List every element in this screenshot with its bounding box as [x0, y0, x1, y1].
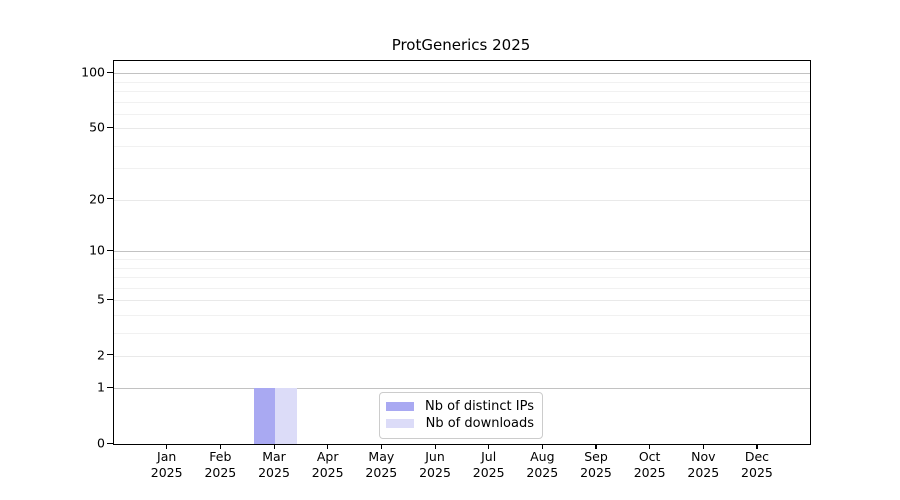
x-tick-month: Oct	[638, 449, 661, 464]
minor-gridline	[114, 277, 810, 279]
x-tick-month: Aug	[530, 449, 555, 464]
bar-nb-of-distinct-ips	[253, 388, 276, 444]
x-tick-label: Apr 2025	[312, 449, 344, 481]
x-tick-mark	[488, 444, 490, 449]
x-tick-mark	[595, 444, 597, 449]
x-tick-label: Oct 2025	[634, 449, 666, 481]
x-tick-mark	[434, 444, 436, 449]
x-tick-label: Aug 2025	[526, 449, 558, 481]
gridline	[114, 388, 810, 390]
y-tick-mark	[107, 354, 113, 356]
x-tick-month: Jan	[157, 449, 177, 464]
legend-label: Nb of downloads	[425, 416, 534, 431]
plot-area: Nb of distinct IPs Nb of downloads	[113, 60, 811, 445]
x-tick-month: Nov	[691, 449, 716, 464]
y-tick-label: 20	[89, 191, 105, 207]
minor-gridline	[114, 332, 810, 334]
x-tick-month: Dec	[744, 449, 770, 464]
x-tick-label: Mar 2025	[258, 449, 290, 481]
x-tick-year: 2025	[472, 465, 505, 480]
x-tick-mark	[327, 444, 329, 449]
y-tick-mark	[107, 249, 113, 252]
bar-nb-of-downloads	[275, 388, 297, 444]
x-tick-year: 2025	[204, 465, 237, 480]
y-tick-mark	[107, 71, 113, 74]
x-tick-year: 2025	[741, 465, 773, 480]
y-tick-label: 0	[97, 435, 105, 451]
x-tick-label: Dec 2025	[741, 449, 773, 481]
x-tick-label: Jan 2025	[151, 449, 183, 481]
legend: Nb of distinct IPs Nb of downloads	[379, 392, 543, 439]
y-tick-label: 100	[81, 64, 105, 80]
gridline	[114, 355, 810, 357]
y-tick-mark	[107, 442, 113, 444]
x-tick-mark	[756, 444, 758, 449]
minor-gridline	[114, 314, 810, 316]
x-tick-mark	[541, 444, 543, 449]
legend-item: Nb of downloads	[386, 415, 534, 432]
x-tick-mark	[166, 444, 168, 449]
x-tick-month: Apr	[316, 449, 339, 464]
y-tick-label: 1	[97, 379, 105, 395]
x-tick-label: Nov 2025	[687, 449, 719, 481]
y-tick-mark	[107, 198, 113, 200]
x-tick-label: Jul 2025	[473, 449, 505, 481]
gridline	[114, 251, 810, 253]
x-tick-month: Feb	[209, 449, 232, 464]
minor-gridline	[114, 101, 810, 103]
x-tick-year: 2025	[258, 465, 290, 480]
x-tick-mark	[702, 444, 704, 449]
x-tick-year: 2025	[687, 465, 720, 480]
minor-gridline	[114, 168, 810, 170]
x-tick-month: May	[368, 449, 395, 464]
x-tick-month: Sep	[584, 449, 608, 464]
x-tick-label: Feb 2025	[204, 449, 236, 481]
x-tick-year: 2025	[526, 465, 559, 480]
gridline	[114, 199, 810, 201]
x-tick-month: Jun	[425, 449, 445, 464]
y-tick-label: 2	[97, 347, 105, 363]
x-tick-month: Jul	[481, 449, 497, 464]
gridline	[114, 128, 810, 130]
legend-label: Nb of distinct IPs	[425, 399, 534, 414]
x-tick-mark	[380, 444, 383, 449]
x-tick-mark	[649, 444, 651, 449]
x-tick-year: 2025	[311, 465, 344, 480]
x-tick-month: Mar	[262, 449, 286, 464]
legend-swatch	[386, 402, 414, 411]
x-tick-year: 2025	[150, 465, 183, 480]
gridline	[114, 73, 810, 75]
legend-item: Nb of distinct IPs	[386, 398, 534, 415]
minor-gridline	[114, 91, 810, 93]
x-tick-year: 2025	[633, 465, 666, 480]
minor-gridline	[114, 259, 810, 261]
y-tick-mark	[107, 386, 113, 389]
x-tick-label: Sep 2025	[580, 449, 612, 481]
minor-gridline	[114, 267, 810, 269]
minor-gridline	[114, 287, 810, 289]
y-tick-label: 10	[89, 242, 105, 258]
y-tick-mark	[107, 126, 113, 128]
minor-gridline	[114, 145, 810, 147]
y-tick-mark	[107, 298, 113, 300]
minor-gridline	[114, 113, 810, 115]
x-tick-mark	[273, 444, 275, 449]
gridline	[114, 300, 810, 302]
x-tick-year: 2025	[419, 465, 451, 480]
x-tick-mark	[219, 444, 222, 449]
minor-gridline	[114, 81, 810, 83]
x-tick-year: 2025	[365, 465, 398, 480]
x-tick-label: Jun 2025	[419, 449, 451, 481]
legend-swatch	[386, 419, 414, 428]
x-tick-label: May 2025	[365, 449, 397, 481]
y-tick-label: 5	[97, 291, 105, 307]
y-tick-label: 50	[89, 119, 105, 135]
chart-title: ProtGenerics 2025	[391, 36, 531, 54]
x-tick-year: 2025	[580, 465, 612, 480]
